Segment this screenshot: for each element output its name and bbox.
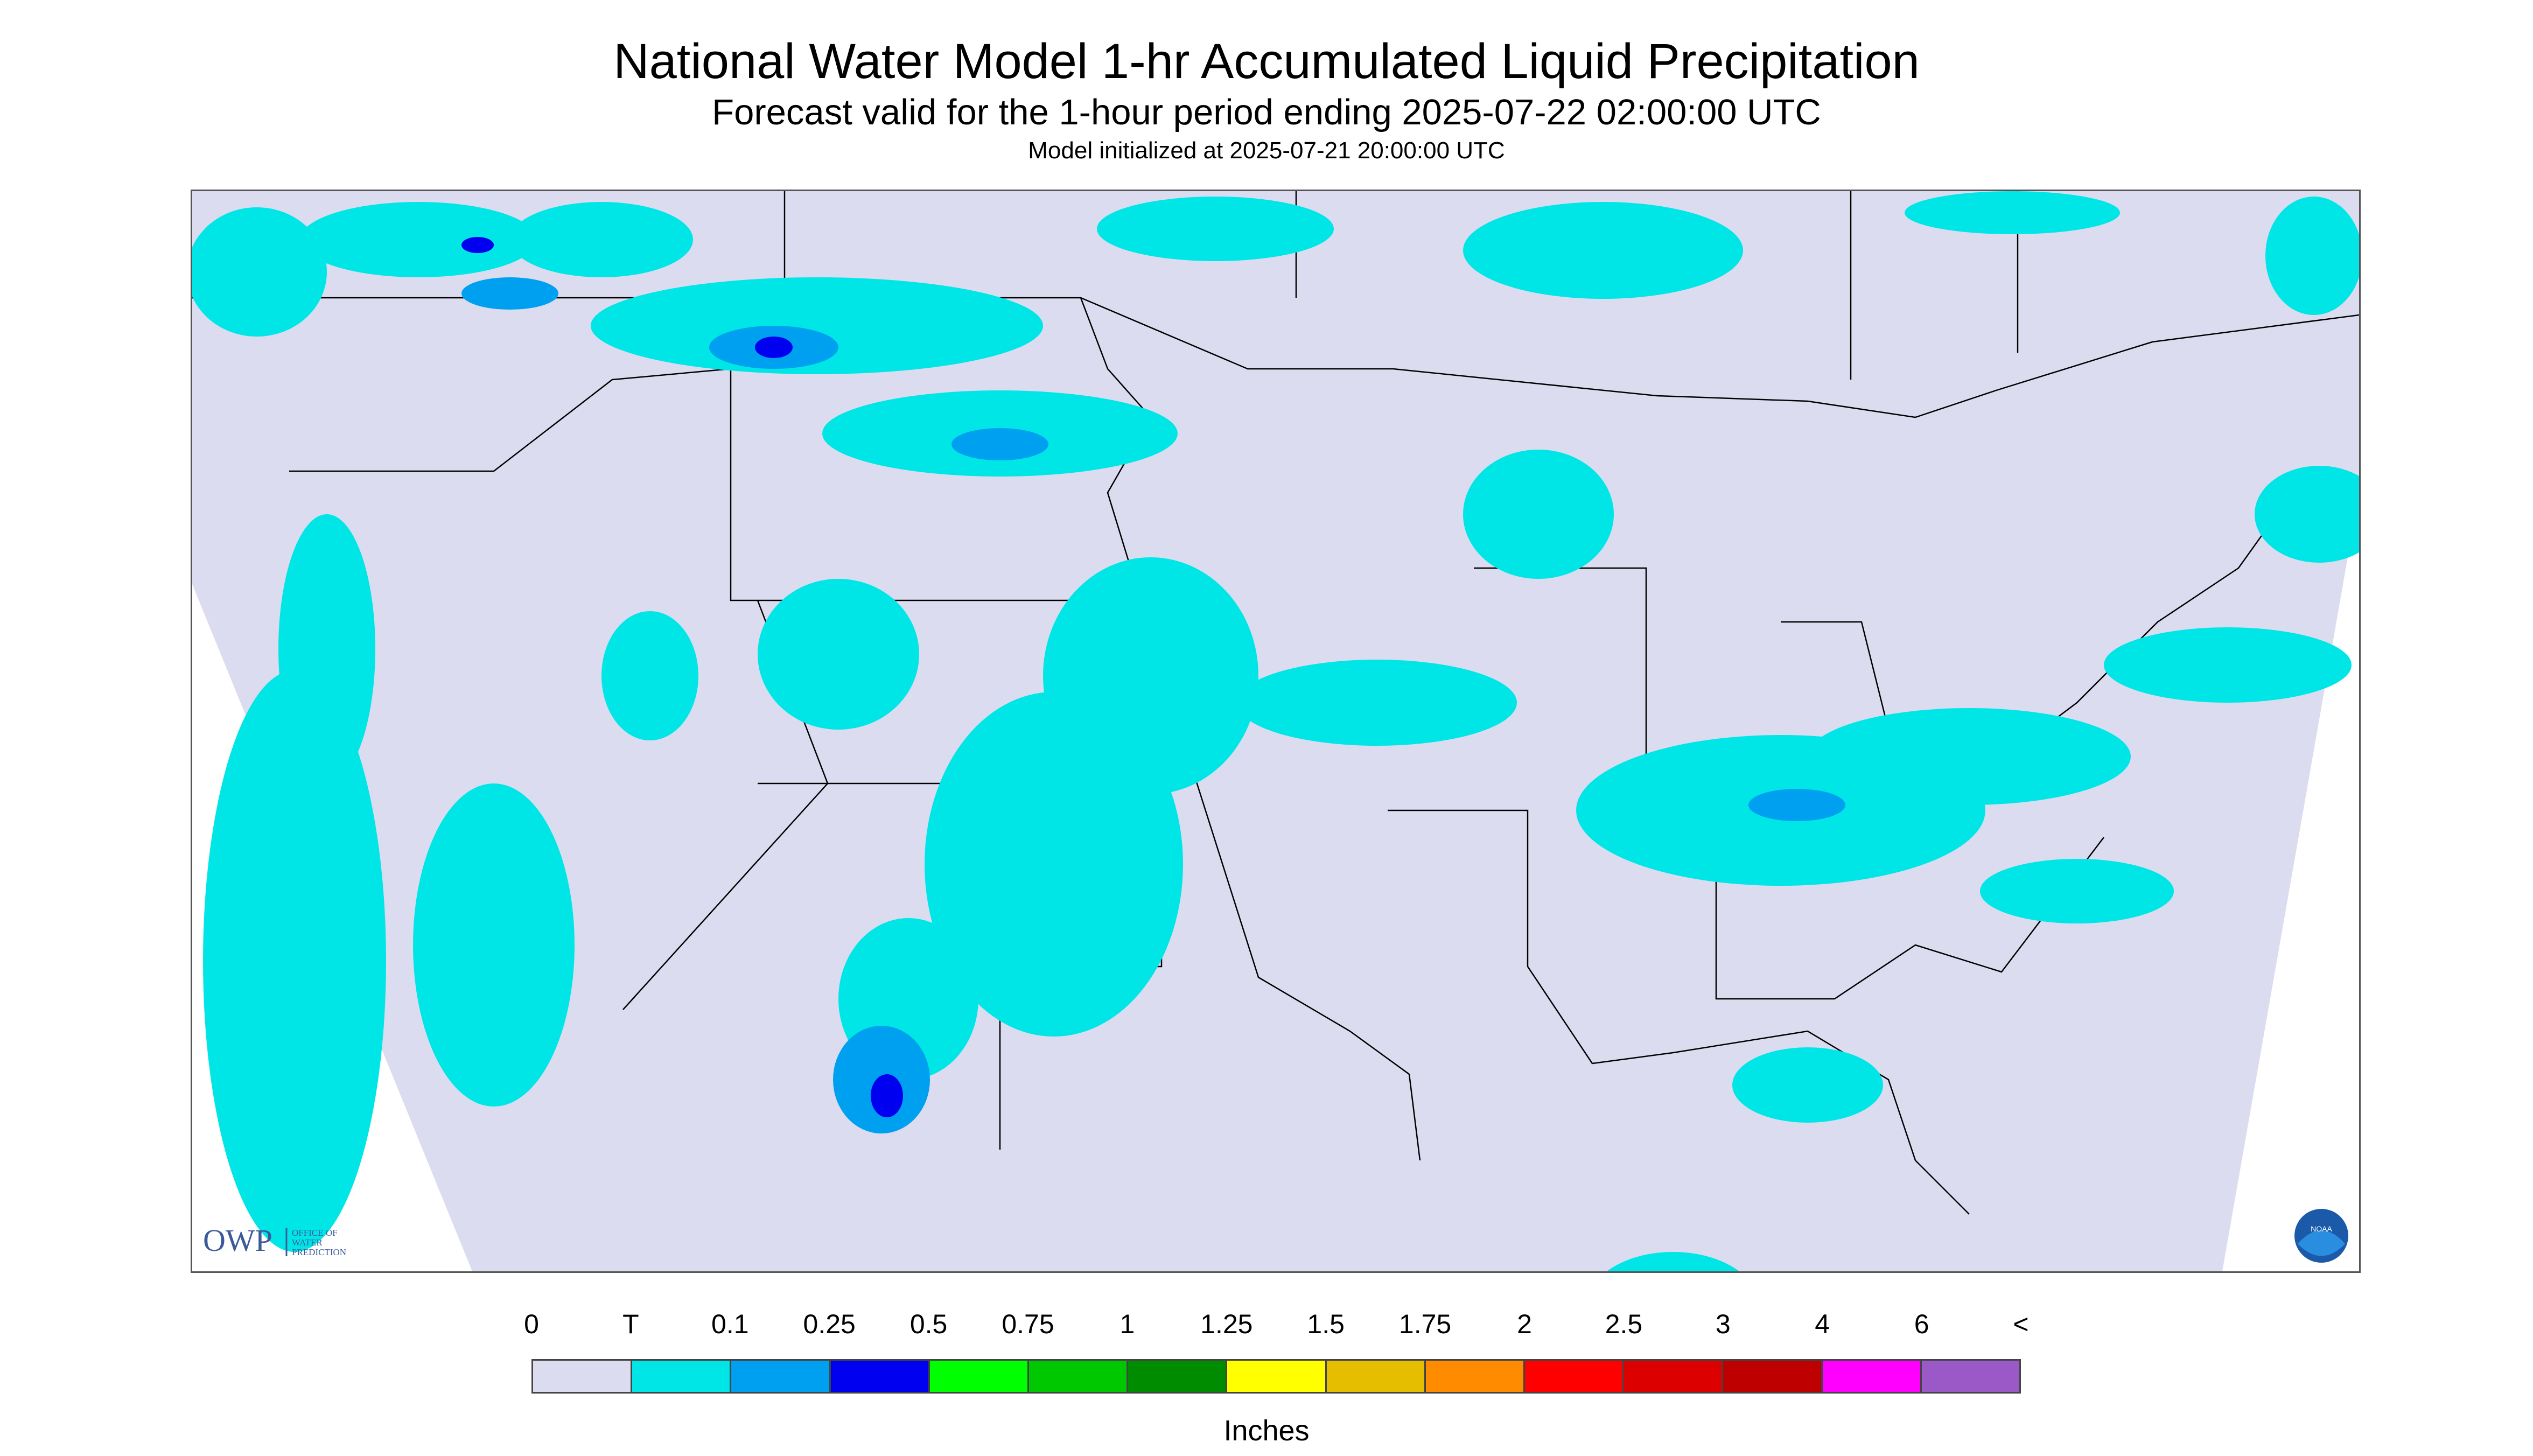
- legend-swatch: [1128, 1361, 1228, 1392]
- forecast-valid-subtitle: Forecast valid for the 1-hour period end…: [712, 92, 1821, 132]
- page-title: National Water Model 1-hr Accumulated Li…: [613, 34, 1920, 89]
- map-canvas: OWP OFFICE OF WATER PREDICTION NOAA: [192, 191, 2359, 1271]
- legend-swatch: [731, 1361, 831, 1392]
- legend-swatch: [1326, 1361, 1426, 1392]
- legend-swatch: [1425, 1361, 1526, 1392]
- legend-swatch: [1822, 1361, 1922, 1392]
- legend-tick-label: 6: [1914, 1309, 1929, 1339]
- legend-colorbar: [531, 1359, 2021, 1394]
- legend-tick-label: 1.5: [1307, 1309, 1345, 1339]
- legend-tick-label: 1.75: [1398, 1309, 1452, 1339]
- owp-text-line2: WATER: [292, 1237, 323, 1248]
- owp-logo: OWP OFFICE OF WATER PREDICTION: [203, 1223, 346, 1258]
- legend-swatch: [830, 1361, 930, 1392]
- legend-swatch: [533, 1361, 633, 1392]
- legend-tick-labels: 0 T 0.1 0.25 0.5 0.75 1 1.25 1.5 1.75 2 2.5 3 4 6 <: [524, 1308, 2029, 1346]
- noaa-logo: NOAA: [2294, 1209, 2348, 1263]
- precip-moderate-areas: [461, 237, 903, 1117]
- legend-units-label: Inches: [1223, 1415, 1310, 1447]
- legend-tick-label: 0.75: [1002, 1309, 1054, 1339]
- legend-tick-label: 4: [1815, 1309, 1830, 1339]
- legend-swatch: [1723, 1361, 1823, 1392]
- legend-swatch: [1029, 1361, 1129, 1392]
- legend-tick-label: 0: [524, 1309, 539, 1339]
- legend-tick-label: T: [622, 1309, 639, 1339]
- legend-tick-label: 3: [1715, 1309, 1731, 1339]
- legend-swatch: [1525, 1361, 1625, 1392]
- model-init-line: Model initialized at 2025-07-21 20:00:00…: [1028, 137, 1505, 164]
- owp-text-line3: PREDICTION: [292, 1247, 346, 1257]
- precipitation-map: OWP OFFICE OF WATER PREDICTION NOAA: [191, 190, 2361, 1273]
- owp-text-line1: OFFICE OF: [292, 1228, 338, 1238]
- legend-tick-label: <: [2013, 1309, 2029, 1339]
- legend-tick-label: 2.5: [1605, 1309, 1643, 1339]
- legend-tick-label: 0.1: [711, 1309, 749, 1339]
- owp-mark: OWP: [203, 1223, 272, 1258]
- legend-swatch: [1624, 1361, 1724, 1392]
- legend-swatch: [1227, 1361, 1327, 1392]
- legend-tick-label: 0.5: [909, 1309, 948, 1339]
- legend-tick-label: 1: [1119, 1309, 1135, 1339]
- legend-tick-label: 1.25: [1200, 1309, 1253, 1339]
- legend-swatch: [1921, 1361, 2020, 1392]
- legend-swatch: [929, 1361, 1030, 1392]
- noaa-text: NOAA: [2311, 1224, 2332, 1233]
- legend-tick-label: 0.25: [803, 1309, 856, 1339]
- legend-tick-label: 2: [1517, 1309, 1532, 1339]
- legend-swatch: [632, 1361, 732, 1392]
